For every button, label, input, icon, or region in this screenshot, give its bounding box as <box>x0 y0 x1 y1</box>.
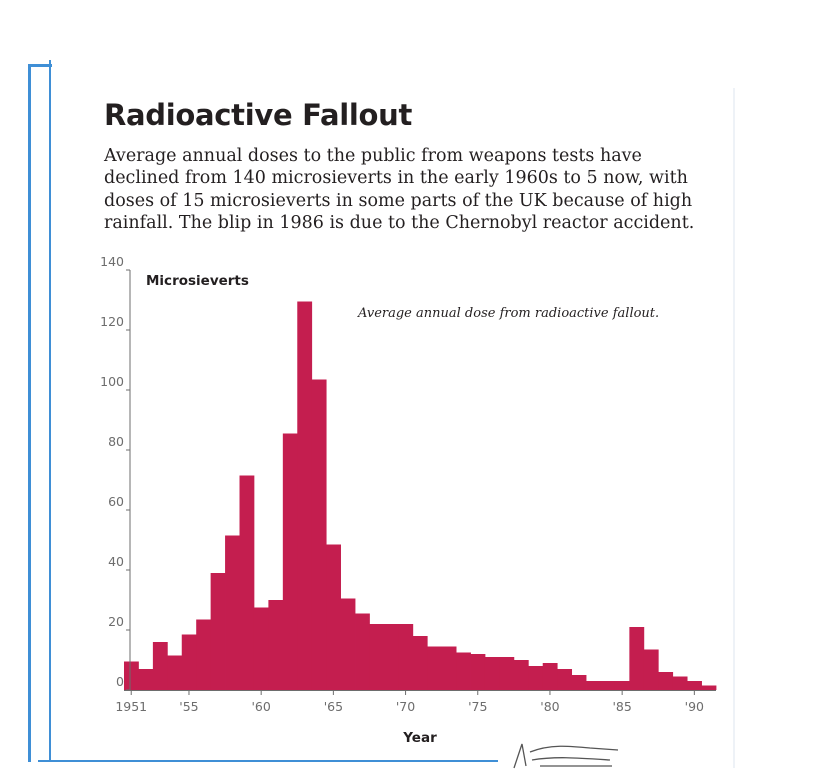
page-edge-top <box>28 64 52 67</box>
bar-1974 <box>456 652 471 690</box>
page-edge-left <box>28 64 31 762</box>
bar-1956 <box>196 619 212 690</box>
scribble-stamp <box>513 743 619 769</box>
bar-1966 <box>340 598 356 690</box>
y-tick-label: 140 <box>100 254 124 269</box>
bar-1979 <box>528 666 544 690</box>
bar-1990 <box>687 681 702 690</box>
y-tick-label: 0 <box>116 674 124 689</box>
bar-1972 <box>427 646 443 690</box>
chart-annotation: Average annual dose from radioactive fal… <box>357 306 659 321</box>
bar-1985 <box>614 681 630 690</box>
y-axis-title: Microsieverts <box>146 273 249 289</box>
bar-1970 <box>398 624 414 690</box>
page-subtitle: Average annual doses to the public from … <box>104 146 695 233</box>
bar-1975 <box>470 654 486 690</box>
page-edge-bottom <box>38 760 498 762</box>
bar-1967 <box>355 613 370 690</box>
y-tick-label: 40 <box>108 554 124 569</box>
x-tick-label: '80 <box>540 699 559 714</box>
x-tick-label: '85 <box>612 699 631 714</box>
bar-1959 <box>239 475 255 690</box>
bar-1963 <box>297 301 313 690</box>
y-tick-label: 20 <box>108 614 124 629</box>
bar-1969 <box>383 624 399 690</box>
y-tick-label: 120 <box>100 314 124 329</box>
bar-1954 <box>167 655 183 690</box>
bar-1953 <box>152 642 168 690</box>
bar-1964 <box>311 379 327 690</box>
y-ticks-group: 0 20 40 60 80 100 120 140 <box>100 254 130 691</box>
bar-1960 <box>253 607 269 690</box>
x-tick-label: '55 <box>179 699 198 714</box>
bar-1952 <box>138 669 154 690</box>
bar-1989 <box>672 676 688 690</box>
bar-1981 <box>557 669 573 690</box>
x-tick-label: 1951 <box>115 699 147 714</box>
y-tick-label: 100 <box>100 374 124 389</box>
bars-group <box>124 301 717 690</box>
bar-1958 <box>225 535 240 690</box>
x-ticks-group: 1951 '55 '60 '65 '70 '75 '80 '85 '90 <box>115 691 704 714</box>
bar-1977 <box>499 657 515 690</box>
bar-1987 <box>643 649 659 690</box>
bar-1991 <box>701 685 717 690</box>
y-tick-label: 80 <box>108 434 124 449</box>
bar-1962 <box>282 433 298 690</box>
bar-1988 <box>658 672 674 690</box>
x-tick-label: '70 <box>396 699 415 714</box>
x-tick-label: '90 <box>685 699 704 714</box>
x-tick-label: '75 <box>468 699 487 714</box>
bar-1971 <box>412 636 428 690</box>
page-edge-inner <box>49 60 51 760</box>
bar-1961 <box>268 600 284 690</box>
page-title: Radioactive Fallout <box>104 98 413 132</box>
x-axis-title: Year <box>402 730 437 746</box>
page-right-shadow <box>733 88 735 768</box>
bar-1973 <box>441 646 457 690</box>
bar-1986 <box>629 627 645 690</box>
x-tick-label: '60 <box>251 699 270 714</box>
bar-1978 <box>513 660 529 690</box>
bar-1957 <box>210 573 226 690</box>
bar-1965 <box>326 544 341 690</box>
x-tick-label: '65 <box>324 699 343 714</box>
bar-1983 <box>586 681 601 690</box>
bar-1984 <box>600 681 616 690</box>
bar-1976 <box>484 657 500 690</box>
bar-1955 <box>181 634 197 690</box>
bar-1980 <box>542 663 558 690</box>
bar-1982 <box>571 675 587 690</box>
bar-1968 <box>369 624 385 690</box>
y-tick-label: 60 <box>108 494 124 509</box>
bar-1951 <box>124 661 139 690</box>
